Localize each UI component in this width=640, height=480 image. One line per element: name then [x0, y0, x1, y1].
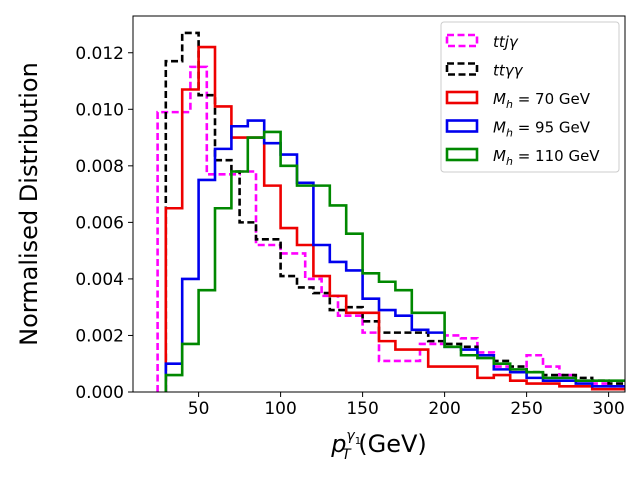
- x-label-sup: γ: [346, 428, 355, 444]
- legend-label: Mh = 95 GeV: [493, 119, 591, 140]
- y-tick-label: 0.002: [75, 326, 124, 346]
- legend-box: [440, 21, 620, 173]
- y-axis-label: Normalised Distribution: [15, 62, 43, 346]
- x-tick-label: 100: [264, 399, 296, 419]
- y-tick-label: 0.000: [75, 383, 124, 403]
- legend-label: ttjγ: [493, 33, 519, 51]
- y-tick-label: 0.012: [75, 44, 124, 64]
- x-label-supsub: 1: [355, 436, 361, 447]
- plot-area: [156, 31, 625, 392]
- x-tick-label: 250: [510, 399, 542, 419]
- series-4-step-line: [164, 130, 625, 392]
- legend-label: ttγγ: [493, 62, 524, 80]
- legend-swatch: [445, 90, 479, 105]
- y-tick-label: 0.008: [75, 157, 124, 177]
- series-0-step-line: [156, 65, 625, 392]
- x-tick-label: 200: [428, 399, 460, 419]
- legend-swatch: [445, 147, 479, 162]
- x-tick-label: 50: [188, 399, 210, 419]
- x-axis-ticks: 50 100 150 200 250 300: [188, 392, 625, 419]
- y-tick-label: 0.004: [75, 270, 124, 290]
- y-axis-ticks: 0.000 0.002 0.004 0.006 0.008 0.010 0.012: [75, 44, 133, 403]
- x-label-sub: T: [342, 447, 352, 463]
- legend: ttjγ ttγγ Mh = 70 GeV Mh = 95 GeV Mh = 110 G…: [440, 21, 620, 173]
- legend-swatch: [445, 33, 479, 48]
- series-3-step-line: [164, 119, 625, 392]
- y-tick-label: 0.006: [75, 213, 124, 233]
- legend-swatch: [445, 62, 479, 76]
- legend-label: Mh = 110 GeV: [493, 147, 600, 168]
- y-tick-label: 0.010: [75, 100, 124, 120]
- legend-label: Mh = 70 GeV: [493, 90, 591, 111]
- x-label-main: p: [330, 430, 346, 458]
- x-label-units: (GeV): [351, 430, 427, 458]
- legend-swatch: [445, 119, 479, 133]
- x-tick-label: 150: [346, 399, 378, 419]
- x-axis-label: pγ1 T (GeV): [330, 428, 427, 463]
- axes-frame: [132, 15, 626, 393]
- x-tick-label: 300: [592, 399, 624, 419]
- series-1-step-line: [164, 31, 625, 392]
- series-2-step-line: [164, 45, 625, 392]
